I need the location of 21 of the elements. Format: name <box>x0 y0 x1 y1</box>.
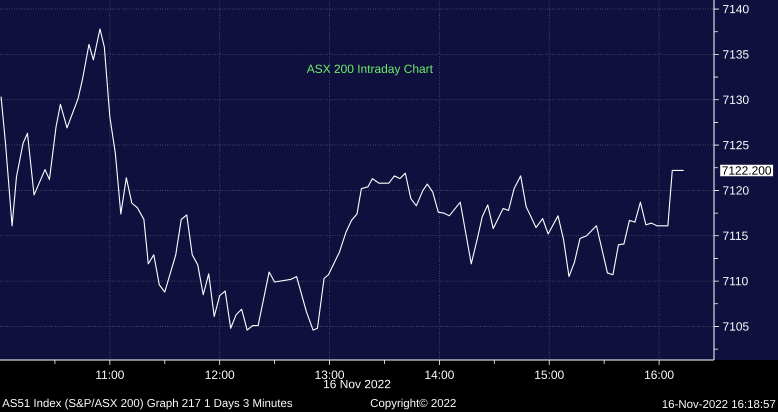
x-tick-label: 13:00 <box>315 370 344 379</box>
y-tick-label: 7130 <box>723 96 749 104</box>
text: ASX 200 Intraday Chart <box>306 64 433 76</box>
x-tick-label: 12:00 <box>206 370 234 379</box>
text: 7122.200 <box>722 166 772 175</box>
x-tick-label: 14:00 <box>425 370 454 379</box>
y-tick-label: 7125 <box>723 140 749 150</box>
y-tick-label: 7140 <box>723 4 749 14</box>
y-tick-label: 7110 <box>723 276 748 286</box>
text: 16-Nov-2022 16:18:57 <box>662 400 776 408</box>
x-tick-label: 11:00 <box>96 370 124 379</box>
x-axis-title: 16 Nov 2022 <box>324 380 390 388</box>
x-tick-label: 15:00 <box>535 370 564 379</box>
y-tick-label: 7105 <box>723 322 749 331</box>
y-tick-label: 7115 <box>723 232 748 240</box>
line-series <box>0 28 684 331</box>
y-tick-label: 7135 <box>723 50 749 59</box>
x-tick-label: 16:00 <box>645 370 674 379</box>
text: AS51 Index (S&P/ASX 200) Graph 217 1 Days 3 Minutes <box>2 398 292 410</box>
text: Copyright© 2022 <box>370 398 456 410</box>
y-tick-label: 7120 <box>723 186 749 195</box>
